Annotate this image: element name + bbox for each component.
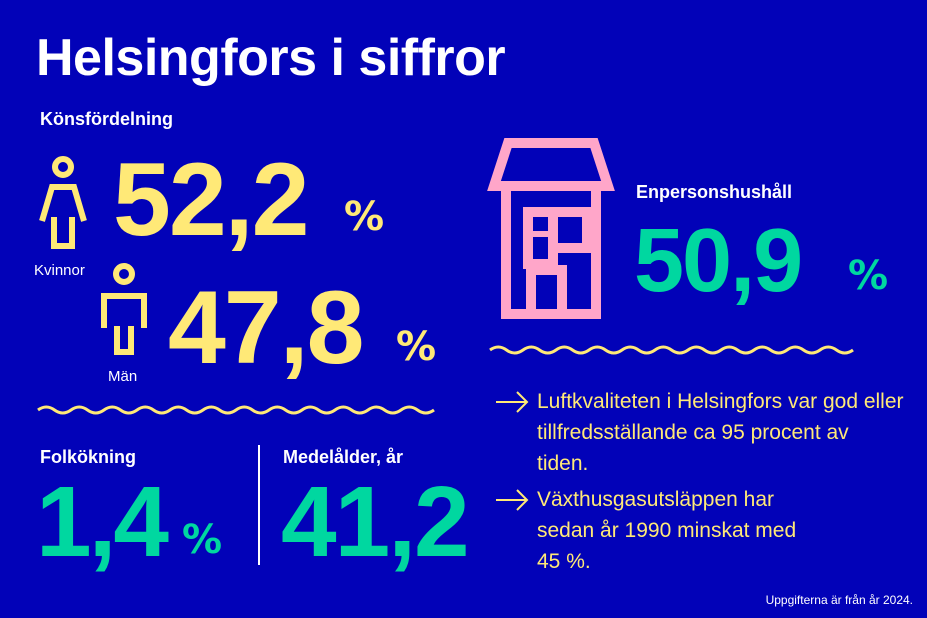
gender-heading: Könsfördelning <box>40 109 173 129</box>
arrow-right-icon <box>496 391 529 413</box>
fact-text: Växthusgasutsläppen har sedan år 1990 mi… <box>537 488 797 573</box>
house-icon <box>487 138 615 319</box>
man-icon <box>101 263 147 355</box>
women-unit: % <box>344 194 385 240</box>
wave-divider <box>489 345 854 355</box>
population-growth-heading: Folkökning <box>40 447 136 467</box>
population-growth-value: 1,4 <box>36 466 169 578</box>
page-title: Helsingfors i siffror <box>36 29 506 87</box>
footnote: Uppgifterna är från år 2024. <box>765 593 913 607</box>
men-value: 47,8 <box>168 270 364 386</box>
single-households-heading: Enpersonshushåll <box>636 182 793 202</box>
population-growth-unit: % <box>182 517 223 563</box>
vertical-divider <box>258 445 260 565</box>
median-age-value: 41,2 <box>281 466 470 578</box>
single-households-value: 50,9 <box>634 211 803 311</box>
median-age-heading: Medelålder, år <box>283 447 404 467</box>
men-unit: % <box>396 324 437 370</box>
fact-text: Luftkvaliteten i Helsingfors var god ell… <box>537 390 904 475</box>
wave-divider <box>37 405 435 415</box>
women-label: Kvinnor <box>34 262 85 279</box>
men-label: Män <box>108 368 138 385</box>
woman-icon <box>39 156 87 249</box>
single-households-unit: % <box>848 253 889 299</box>
fact-emissions: Växthusgasutsläppen har sedan år 1990 mi… <box>495 484 825 577</box>
fact-air-quality: Luftkvaliteten i Helsingfors var god ell… <box>495 386 905 479</box>
women-value: 52,2 <box>113 142 309 258</box>
arrow-right-icon <box>496 489 529 511</box>
